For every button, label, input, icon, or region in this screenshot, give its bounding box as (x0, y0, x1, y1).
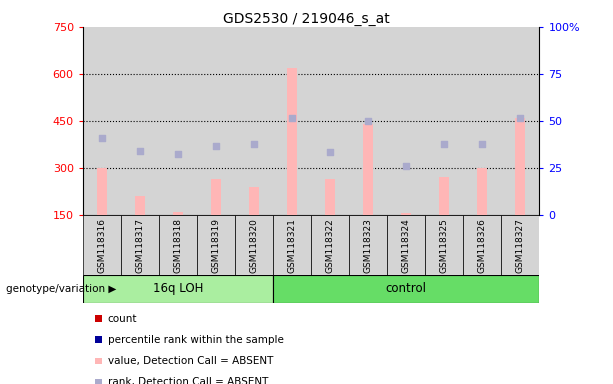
Bar (501, 27, 539, 215)
Bar (121, 27, 159, 215)
Text: GDS2530 / 219046_s_at: GDS2530 / 219046_s_at (223, 12, 390, 25)
Bar (121, 215, 159, 275)
Bar (425, 27, 463, 215)
Text: GSM118323: GSM118323 (364, 218, 373, 273)
Text: GSM118319: GSM118319 (211, 218, 221, 273)
Point (440, 141, 449, 147)
Point (402, 163, 411, 169)
Point (249, 141, 259, 147)
Point (287, 115, 297, 121)
Text: value, Detection Call = ABSENT: value, Detection Call = ABSENT (108, 356, 273, 366)
Bar (311, 215, 349, 275)
Text: 16q LOH: 16q LOH (153, 283, 203, 295)
Text: GSM118316: GSM118316 (97, 218, 106, 273)
Bar (387, 215, 425, 275)
Bar (440, 177, 449, 215)
Bar (349, 27, 387, 215)
Text: GSM118318: GSM118318 (173, 218, 183, 273)
Bar (273, 27, 311, 215)
Bar (273, 215, 311, 275)
Point (516, 115, 525, 121)
Bar (173, 212, 183, 215)
Bar (287, 68, 297, 215)
Point (326, 149, 335, 156)
Bar (97, 168, 107, 215)
Text: GSM118326: GSM118326 (478, 218, 487, 273)
Text: GSM118317: GSM118317 (135, 218, 144, 273)
Bar (83, 215, 121, 275)
Bar (273, 275, 539, 303)
Bar (501, 215, 539, 275)
Text: count: count (108, 314, 137, 324)
Bar (197, 215, 235, 275)
Bar (235, 215, 273, 275)
Bar (425, 215, 463, 275)
Bar (516, 118, 525, 215)
Bar (197, 27, 235, 215)
Bar (363, 124, 373, 215)
Text: rank, Detection Call = ABSENT: rank, Detection Call = ABSENT (108, 377, 268, 384)
Text: GSM118324: GSM118324 (402, 218, 411, 273)
Bar (235, 27, 273, 215)
Bar (311, 27, 349, 215)
Bar (349, 215, 387, 275)
Text: control: control (386, 283, 427, 295)
Bar (463, 215, 501, 275)
Bar (325, 179, 335, 215)
Bar (211, 179, 221, 215)
Point (211, 143, 221, 149)
Text: percentile rank within the sample: percentile rank within the sample (108, 335, 284, 345)
Bar (478, 168, 487, 215)
Text: GSM118325: GSM118325 (440, 218, 449, 273)
Bar (402, 214, 411, 215)
Text: GSM118322: GSM118322 (326, 218, 335, 273)
Point (478, 141, 487, 147)
Bar (159, 215, 197, 275)
Bar (463, 27, 501, 215)
Point (97, 135, 107, 141)
Bar (249, 187, 259, 215)
Text: genotype/variation ▶: genotype/variation ▶ (6, 284, 116, 294)
Bar (135, 196, 145, 215)
Text: GSM118320: GSM118320 (249, 218, 259, 273)
Text: GSM118321: GSM118321 (287, 218, 297, 273)
Bar (83, 275, 273, 303)
Point (135, 148, 145, 154)
Bar (159, 27, 197, 215)
Text: GSM118327: GSM118327 (516, 218, 525, 273)
Bar (83, 27, 121, 215)
Point (364, 118, 373, 124)
Point (173, 151, 183, 157)
Bar (387, 27, 425, 215)
